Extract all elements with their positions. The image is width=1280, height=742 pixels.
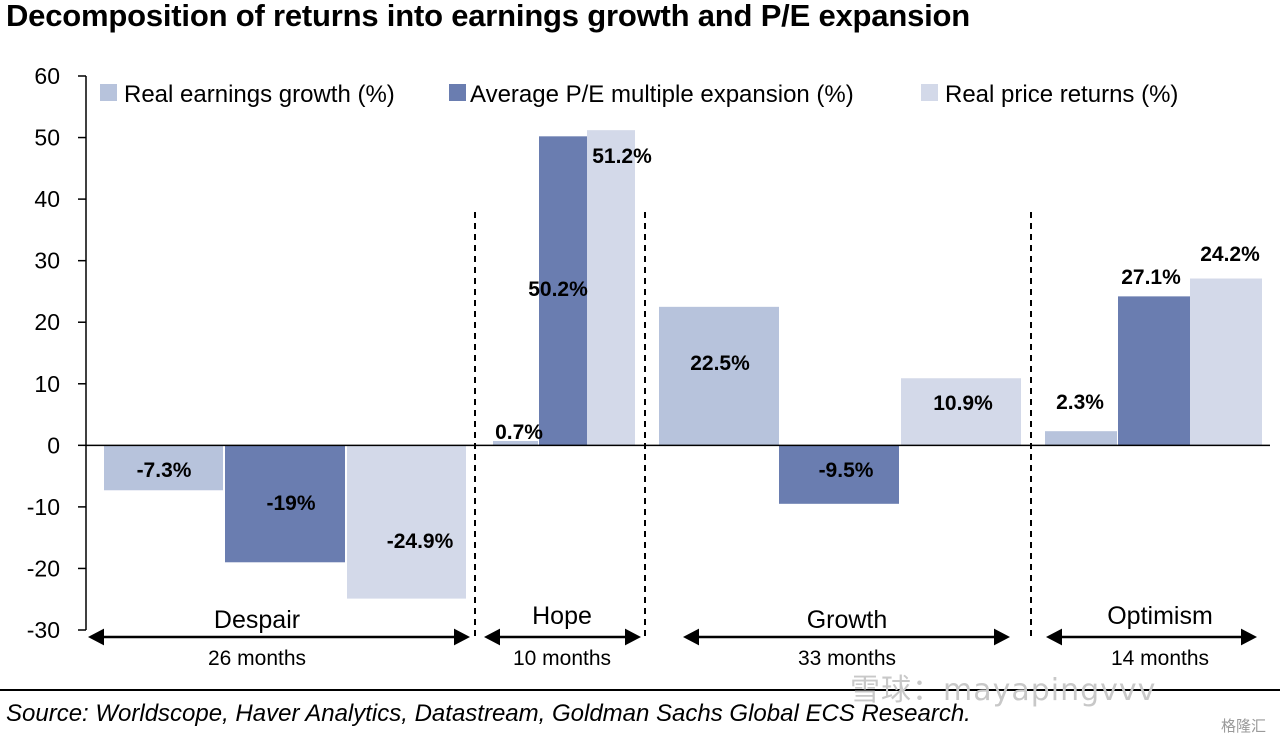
phase-annotations: Despair 26 months Hope 10 months Growth 33 mo… [88,602,1257,670]
data-label: 27.1% [1121,266,1181,289]
data-label: 50.2% [528,278,588,301]
y-tick-label: 30 [34,248,60,274]
phase-arrow-left-head [484,628,500,646]
phase-arrow-left-head [1046,628,1062,646]
bar-despair-1 [225,445,345,563]
bar-optimism-1 [1118,296,1190,446]
y-tick-label: -30 [27,617,60,643]
bar-growth-1 [779,445,899,504]
bar-hope-0 [493,441,538,446]
y-tick-label: 20 [34,309,60,335]
bar-optimism-0 [1045,431,1117,446]
legend-swatch [100,84,117,101]
legend-label: Average P/E multiple expansion (%) [470,81,854,108]
bar-hope-1 [539,136,587,446]
bar-despair-0 [104,445,223,491]
bar-optimism-2 [1190,278,1262,446]
watermark: 雪球：mayapingvvv [850,673,1157,708]
data-label: -19% [266,492,315,515]
bars-layer [104,130,1262,599]
bar-despair-2 [347,445,466,599]
brand-badge: 格隆汇 [1220,717,1266,735]
data-label: -9.5% [819,459,874,482]
legend-swatch [449,84,466,101]
legend: Real earnings growth (%) Average P/E mult… [100,81,1178,108]
chart-title: Decomposition of returns into earnings g… [6,0,970,33]
phase-arrow-left-head [88,628,104,646]
phase-arrow-right-head [994,628,1010,646]
bar-growth-2 [901,378,1021,446]
phase-name: Growth [807,606,888,634]
data-label: 2.3% [1056,391,1104,414]
phase-name: Hope [532,602,592,630]
data-label: 10.9% [933,392,993,415]
data-labels-layer: -7.3% -19% -24.9% 0.7% 50.2% 51.2% 22.5% -9.5% 1… [137,145,1261,553]
bar-hope-2 [587,130,635,446]
bar-growth-0 [659,306,779,446]
data-label: 24.2% [1200,243,1260,266]
phase-name: Despair [214,606,300,634]
phase-arrow-right-head [625,628,641,646]
y-tick-label: 40 [34,186,60,212]
y-tick-label: -20 [27,555,60,581]
bar-chart: 60 50 40 30 20 10 0 -10 -20 -30 -7.3% -19% -24.9% 0.… [27,63,1270,670]
legend-swatch [921,84,938,101]
data-label: 0.7% [495,421,543,444]
y-tick-label: 10 [34,371,60,397]
data-label: -24.9% [387,530,454,553]
legend-label: Real earnings growth (%) [124,81,395,108]
data-label: -7.3% [137,459,192,482]
data-label: 22.5% [690,352,750,375]
legend-label: Real price returns (%) [945,81,1178,108]
phase-duration: 14 months [1111,647,1209,670]
phase-duration: 33 months [798,647,896,670]
data-label: 51.2% [592,145,652,168]
y-tick-label: 60 [34,63,60,89]
phase-arrow-right-head [454,628,470,646]
source-divider [0,689,1280,691]
y-tick-label: -10 [27,494,60,520]
phase-duration: 26 months [208,647,306,670]
phase-name: Optimism [1107,602,1213,630]
y-tick-label: 50 [34,125,60,151]
phase-arrow-right-head [1241,628,1257,646]
axis-layer: 60 50 40 30 20 10 0 -10 -20 -30 [27,63,1270,643]
phase-arrow-left-head [683,628,699,646]
phase-duration: 10 months [513,647,611,670]
source-note: Source: Worldscope, Haver Analytics, Dat… [6,700,971,727]
y-tick-label: 0 [47,432,60,458]
